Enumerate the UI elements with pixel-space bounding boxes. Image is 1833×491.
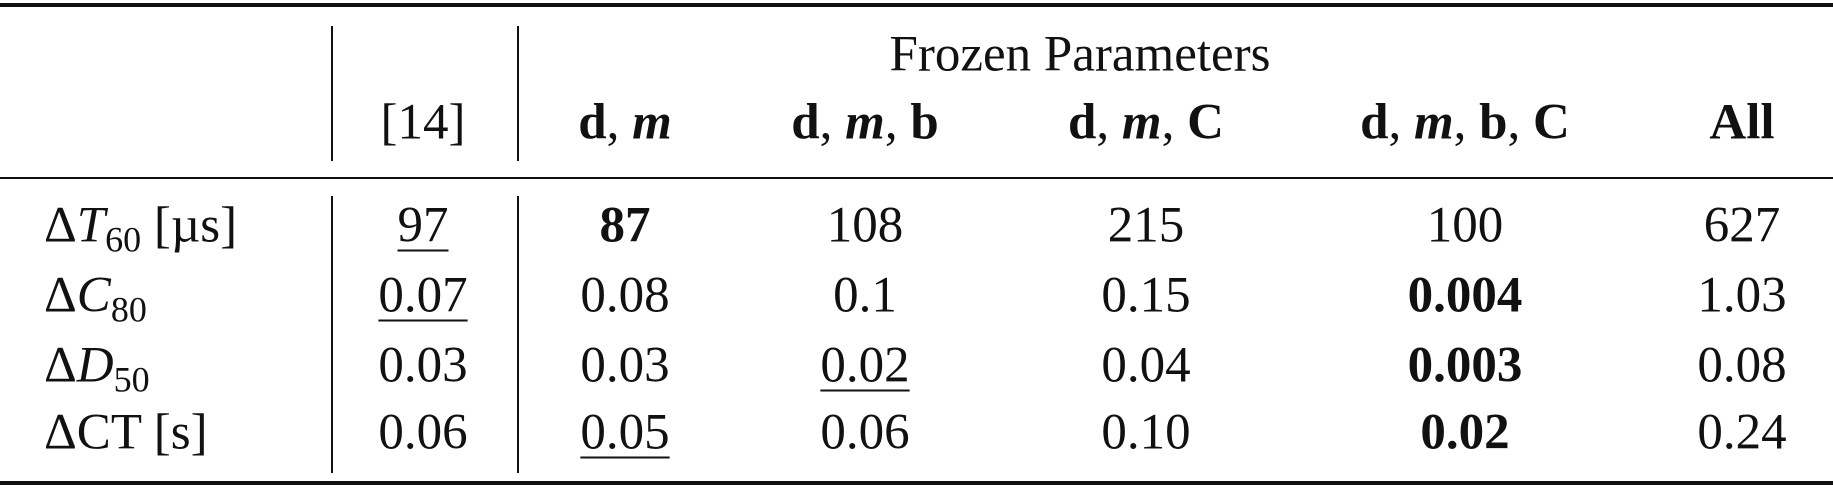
text-part: , xyxy=(819,94,846,151)
cell-value: 100 xyxy=(1426,197,1504,254)
cell-value: 0.06 xyxy=(378,404,468,461)
text-part: 50 xyxy=(113,359,150,400)
text-part: T xyxy=(76,197,106,254)
cell-value: 0.04 xyxy=(1101,337,1191,394)
cell-value: 87 xyxy=(599,197,651,254)
column-header: d, m xyxy=(578,94,672,151)
text-part: C xyxy=(1533,94,1570,151)
text-part: All xyxy=(1709,94,1775,151)
text-part: , xyxy=(1096,94,1122,151)
column-header: d, m, C xyxy=(1068,94,1224,151)
text-part: d xyxy=(1360,94,1389,151)
cell-value: 1.03 xyxy=(1697,267,1787,324)
column-header: d, m, b, C xyxy=(1360,94,1570,151)
column-header: [14] xyxy=(380,94,466,151)
cell-value: 0.06 xyxy=(820,404,910,461)
text-part: C xyxy=(1187,94,1224,151)
row-label: ΔC80 xyxy=(44,267,147,328)
column-header: d, m, b xyxy=(791,94,939,151)
column-header: All xyxy=(1709,94,1775,151)
cell-value: 0.07 xyxy=(378,267,468,324)
cell-value: 0.03 xyxy=(378,337,468,394)
text-part: b xyxy=(910,94,939,151)
text-part: m xyxy=(1413,94,1454,151)
divider xyxy=(331,196,333,473)
text-part: Δ xyxy=(44,197,77,254)
cell-value: 0.02 xyxy=(1420,404,1510,461)
cell-value: 0.003 xyxy=(1407,337,1523,394)
cell-value: 0.24 xyxy=(1697,404,1787,461)
text-part: d xyxy=(1068,94,1097,151)
text-part: D xyxy=(76,337,114,394)
divider xyxy=(517,26,519,161)
row-label: ΔCT [s] xyxy=(44,404,208,461)
text-part: , xyxy=(1507,94,1534,151)
cell-value: 97 xyxy=(397,197,449,254)
cell-value: 0.004 xyxy=(1407,267,1523,324)
cell-value: 215 xyxy=(1107,197,1185,254)
mid-rule xyxy=(0,177,1833,179)
text-part: [µs] xyxy=(141,197,238,254)
text-part: C xyxy=(76,267,111,324)
cell-value: 0.02 xyxy=(820,337,910,394)
cell-value: 0.05 xyxy=(580,404,670,461)
divider xyxy=(331,26,333,161)
text-part: m xyxy=(845,94,885,151)
text-part: , xyxy=(1388,94,1414,151)
row-label: ΔT60 [µs] xyxy=(44,197,238,258)
cell-value: 0.03 xyxy=(580,337,670,394)
row-label: ΔD50 xyxy=(44,337,150,398)
group-header: Frozen Parameters xyxy=(889,26,1271,83)
text-part: m xyxy=(632,94,672,151)
cell-value: 0.1 xyxy=(833,267,897,324)
text-part: CT xyxy=(76,404,142,461)
bottom-rule xyxy=(0,481,1833,485)
text-part: , xyxy=(1453,94,1480,151)
text-part: , xyxy=(1161,94,1188,151)
text-part: [s] xyxy=(141,404,208,461)
text-part: 60 xyxy=(105,219,142,260)
text-part: Δ xyxy=(44,404,77,461)
top-rule xyxy=(0,3,1833,7)
cell-value: 627 xyxy=(1703,197,1781,254)
text-part: d xyxy=(791,94,820,151)
text-part: [14] xyxy=(380,94,466,151)
cell-value: 108 xyxy=(826,197,904,254)
cell-value: 0.15 xyxy=(1101,267,1191,324)
text-part: , xyxy=(606,94,633,151)
cell-value: 0.10 xyxy=(1101,404,1191,461)
text-part: b xyxy=(1479,94,1508,151)
text-part: Δ xyxy=(44,337,77,394)
text-part: d xyxy=(578,94,607,151)
text-part: m xyxy=(1121,94,1162,151)
text-part: Δ xyxy=(44,267,77,324)
divider xyxy=(517,196,519,473)
cell-value: 0.08 xyxy=(580,267,670,324)
text-part: , xyxy=(884,94,911,151)
cell-value: 0.08 xyxy=(1697,337,1787,394)
text-part: 80 xyxy=(110,289,147,330)
